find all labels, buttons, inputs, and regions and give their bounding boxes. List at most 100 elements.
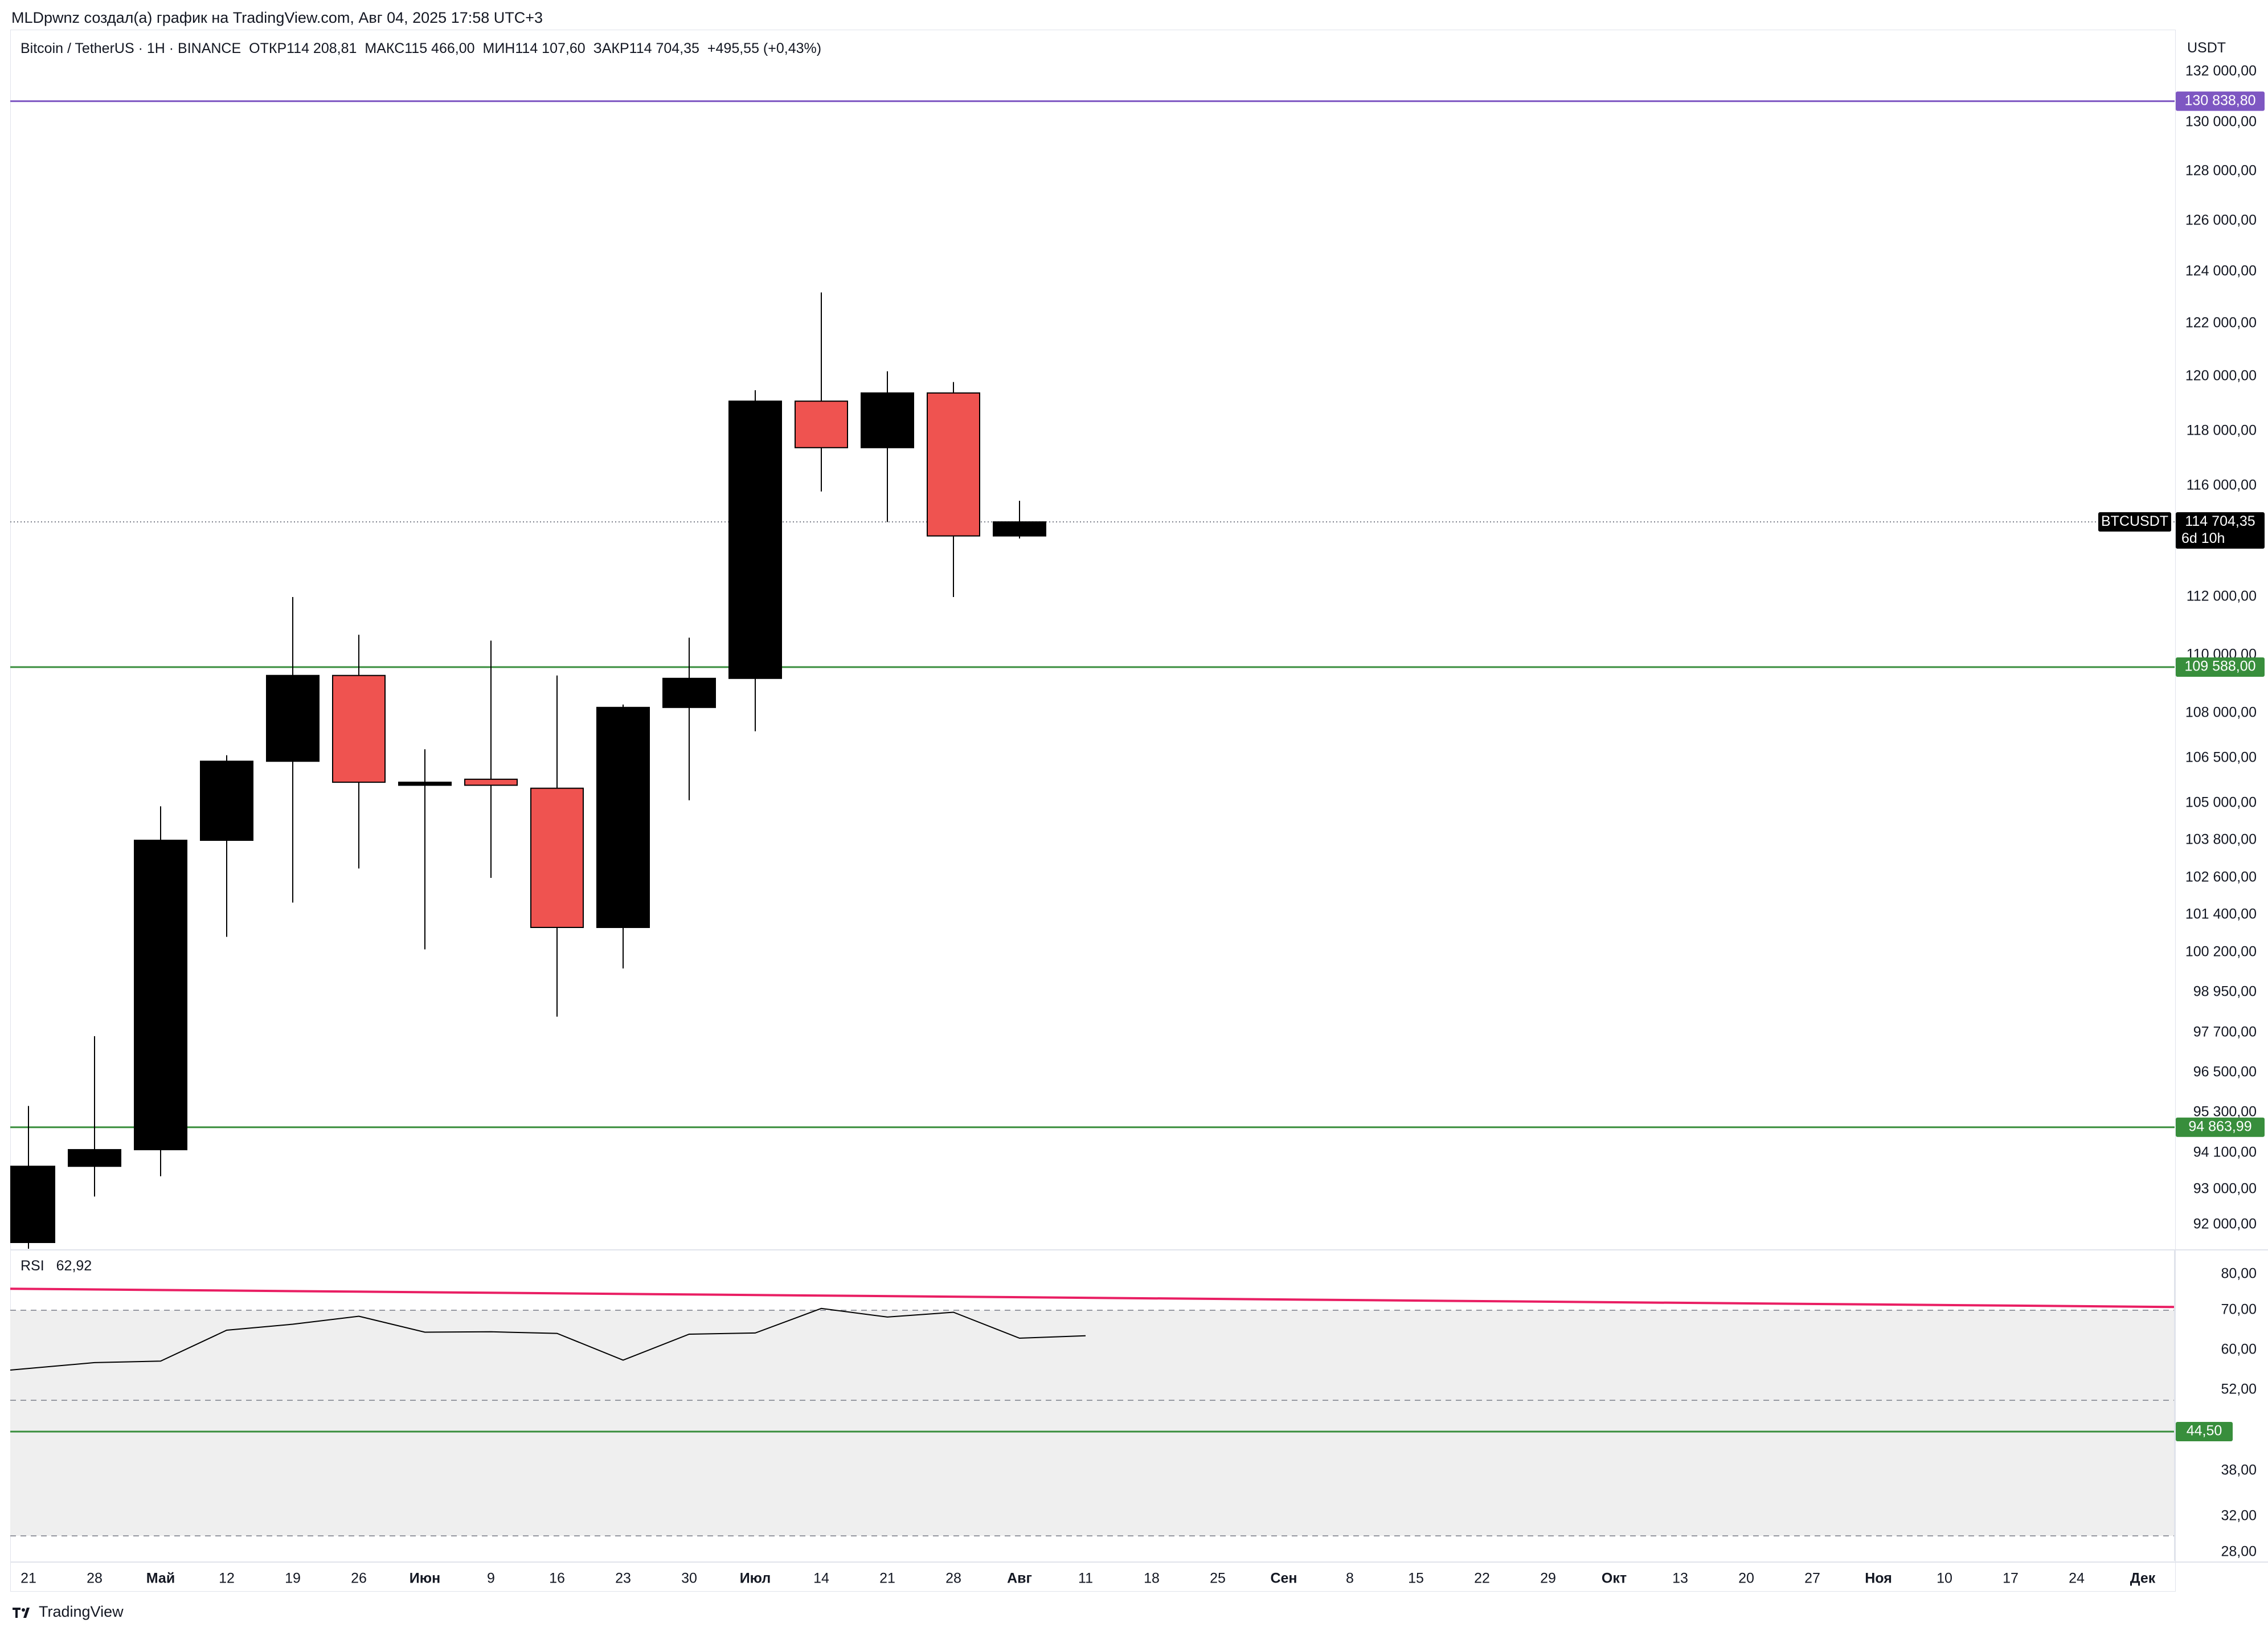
time-axis-label: 28 — [945, 1571, 961, 1587]
price-axis-tick: 105 000,00 — [2185, 795, 2257, 811]
level-price-tag[interactable] — [2176, 91, 2265, 111]
price-axis-tick: 101 400,00 — [2185, 906, 2257, 922]
time-axis-label: Июл — [740, 1571, 771, 1587]
ohlc-change: +495,55 (+0,43%) — [707, 40, 822, 56]
time-axis-label: 8 — [1346, 1571, 1354, 1587]
time-axis-label: 27 — [1804, 1571, 1820, 1587]
time-axis-label: 14 — [813, 1571, 829, 1587]
current-price-label: 114 704,35 — [2185, 513, 2255, 529]
candle-body[interactable] — [332, 674, 386, 783]
price-axis-tick: 103 800,00 — [2185, 832, 2257, 848]
time-axis-label: 13 — [1672, 1571, 1688, 1587]
time-axis-label: 16 — [549, 1571, 565, 1587]
price-axis-tick: 93 000,00 — [2193, 1181, 2257, 1197]
level-price-label: 94 863,99 — [2188, 1118, 2251, 1134]
tradingview-brand: TradingView — [39, 1603, 124, 1620]
candle-body[interactable] — [662, 677, 716, 708]
price-pane[interactable] — [2, 100, 2175, 1260]
symbol-tag[interactable] — [2098, 512, 2171, 532]
time-axis-label: 10 — [1937, 1571, 1952, 1587]
time-axis-label: 19 — [285, 1571, 301, 1587]
time-axis-label: Июн — [410, 1571, 440, 1587]
candle-body[interactable] — [266, 674, 320, 762]
time-axis-label: Сен — [1270, 1571, 1297, 1587]
bar-countdown-label: 6d 10h — [2181, 530, 2225, 546]
time-axis-label: 24 — [2069, 1571, 2085, 1587]
price-axis-tick: 126 000,00 — [2185, 212, 2257, 228]
time-axis-label: 9 — [487, 1571, 495, 1587]
price-axis-tick: 120 000,00 — [2185, 368, 2257, 384]
candle-body[interactable] — [927, 392, 980, 537]
level-price-label: 109 588,00 — [2184, 659, 2255, 674]
candle-body[interactable] — [68, 1149, 121, 1167]
price-axis-tick: 100 200,00 — [2185, 944, 2257, 960]
price-axis-tick: 108 000,00 — [2185, 705, 2257, 721]
time-axis-label: Окт — [1602, 1571, 1627, 1587]
level-price-tag[interactable] — [2176, 657, 2265, 677]
current-price-tag[interactable] — [2176, 512, 2265, 549]
ohlc-high: МАКС115 466,00 — [365, 40, 475, 56]
candle-body[interactable] — [530, 787, 584, 928]
price-axis-tick: 98 950,00 — [2193, 984, 2257, 1000]
time-axis-label: 11 — [1078, 1571, 1093, 1587]
currency-label[interactable]: USDT — [2187, 40, 2226, 56]
price-axis-tick: 106 500,00 — [2185, 750, 2257, 766]
symbol-name[interactable]: Bitcoin / TetherUS · 1H · BINANCE — [21, 40, 241, 56]
time-axis-label: 22 — [1474, 1571, 1490, 1587]
time-axis-label: 17 — [2003, 1571, 2019, 1587]
price-axis-tick: 130 000,00 — [2185, 114, 2257, 130]
ohlc-close: ЗАКР114 704,35 — [593, 40, 699, 56]
rsi-level-tag[interactable] — [2176, 1422, 2233, 1441]
time-axis-label: 29 — [1540, 1571, 1556, 1587]
time-axis-label: 20 — [1738, 1571, 1754, 1587]
candle-body[interactable] — [728, 400, 782, 679]
rsi-axis-tick: 70,00 — [2221, 1302, 2257, 1318]
candle-body[interactable] — [861, 392, 914, 448]
time-axis-label: 18 — [1144, 1571, 1160, 1587]
symbol-tag-label: BTCUSDT — [2101, 513, 2168, 529]
level-price-tag[interactable] — [2176, 1117, 2265, 1137]
rsi-line[interactable] — [10, 1307, 1086, 1371]
candle-body[interactable] — [795, 400, 848, 448]
price-axis-tick: 128 000,00 — [2185, 163, 2257, 179]
candle-body[interactable] — [2, 1166, 55, 1243]
rsi-axis-tick: 80,00 — [2221, 1266, 2257, 1282]
candle-body[interactable] — [134, 840, 187, 1151]
rsi-axis-tick: 28,00 — [2221, 1544, 2257, 1560]
candle-body[interactable] — [993, 521, 1046, 537]
price-axis-tick: 112 000,00 — [2187, 588, 2257, 604]
rsi-axis-tick: 38,00 — [2221, 1462, 2257, 1478]
rsi-background-band — [10, 1310, 2175, 1536]
ohlc-open: ОТКР114 208,81 — [249, 40, 357, 56]
time-axis-label: 23 — [615, 1571, 631, 1587]
level-price-label: 130 838,80 — [2184, 92, 2255, 108]
price-axis-tick: 92 000,00 — [2193, 1216, 2257, 1232]
time-axis-label: 21 — [21, 1571, 36, 1587]
tradingview-footer[interactable]: TradingView — [11, 1603, 124, 1621]
candle-body[interactable] — [398, 782, 452, 786]
candle-body[interactable] — [200, 761, 253, 841]
price-axis-tick: 96 500,00 — [2193, 1064, 2257, 1080]
rsi-level-label: 44,50 — [2187, 1423, 2222, 1439]
ohlc-low: МИН114 107,60 — [482, 40, 586, 56]
price-axis-tick: 124 000,00 — [2185, 263, 2257, 279]
rsi-trendline[interactable] — [10, 1287, 2175, 1309]
time-axis-label: Авг — [1007, 1571, 1032, 1587]
time-axis-label: 15 — [1408, 1571, 1424, 1587]
chart-caption: MLDpwnz создал(а) график на TradingView.… — [11, 9, 543, 26]
time-axis-label: 25 — [1210, 1571, 1226, 1587]
rsi-legend[interactable]: RSI 62,92 — [21, 1258, 92, 1274]
price-axis-tick: 95 300,00 — [2193, 1104, 2257, 1120]
rsi-axis-tick: 60,00 — [2221, 1342, 2257, 1358]
candle-body[interactable] — [596, 706, 650, 929]
price-axis-tick: 122 000,00 — [2185, 315, 2257, 331]
time-axis-label: Дек — [2130, 1571, 2156, 1587]
candle-body[interactable] — [464, 778, 518, 786]
symbol-legend[interactable]: Bitcoin / TetherUS · 1H · BINANCE ОТКР11… — [21, 39, 821, 58]
price-axis-tick: 94 100,00 — [2193, 1144, 2257, 1160]
rsi-axis-tick: 32,00 — [2221, 1508, 2257, 1524]
rsi-name: RSI — [21, 1258, 44, 1274]
price-axis-tick: 116 000,00 — [2187, 477, 2257, 493]
time-axis-label: 28 — [87, 1571, 103, 1587]
